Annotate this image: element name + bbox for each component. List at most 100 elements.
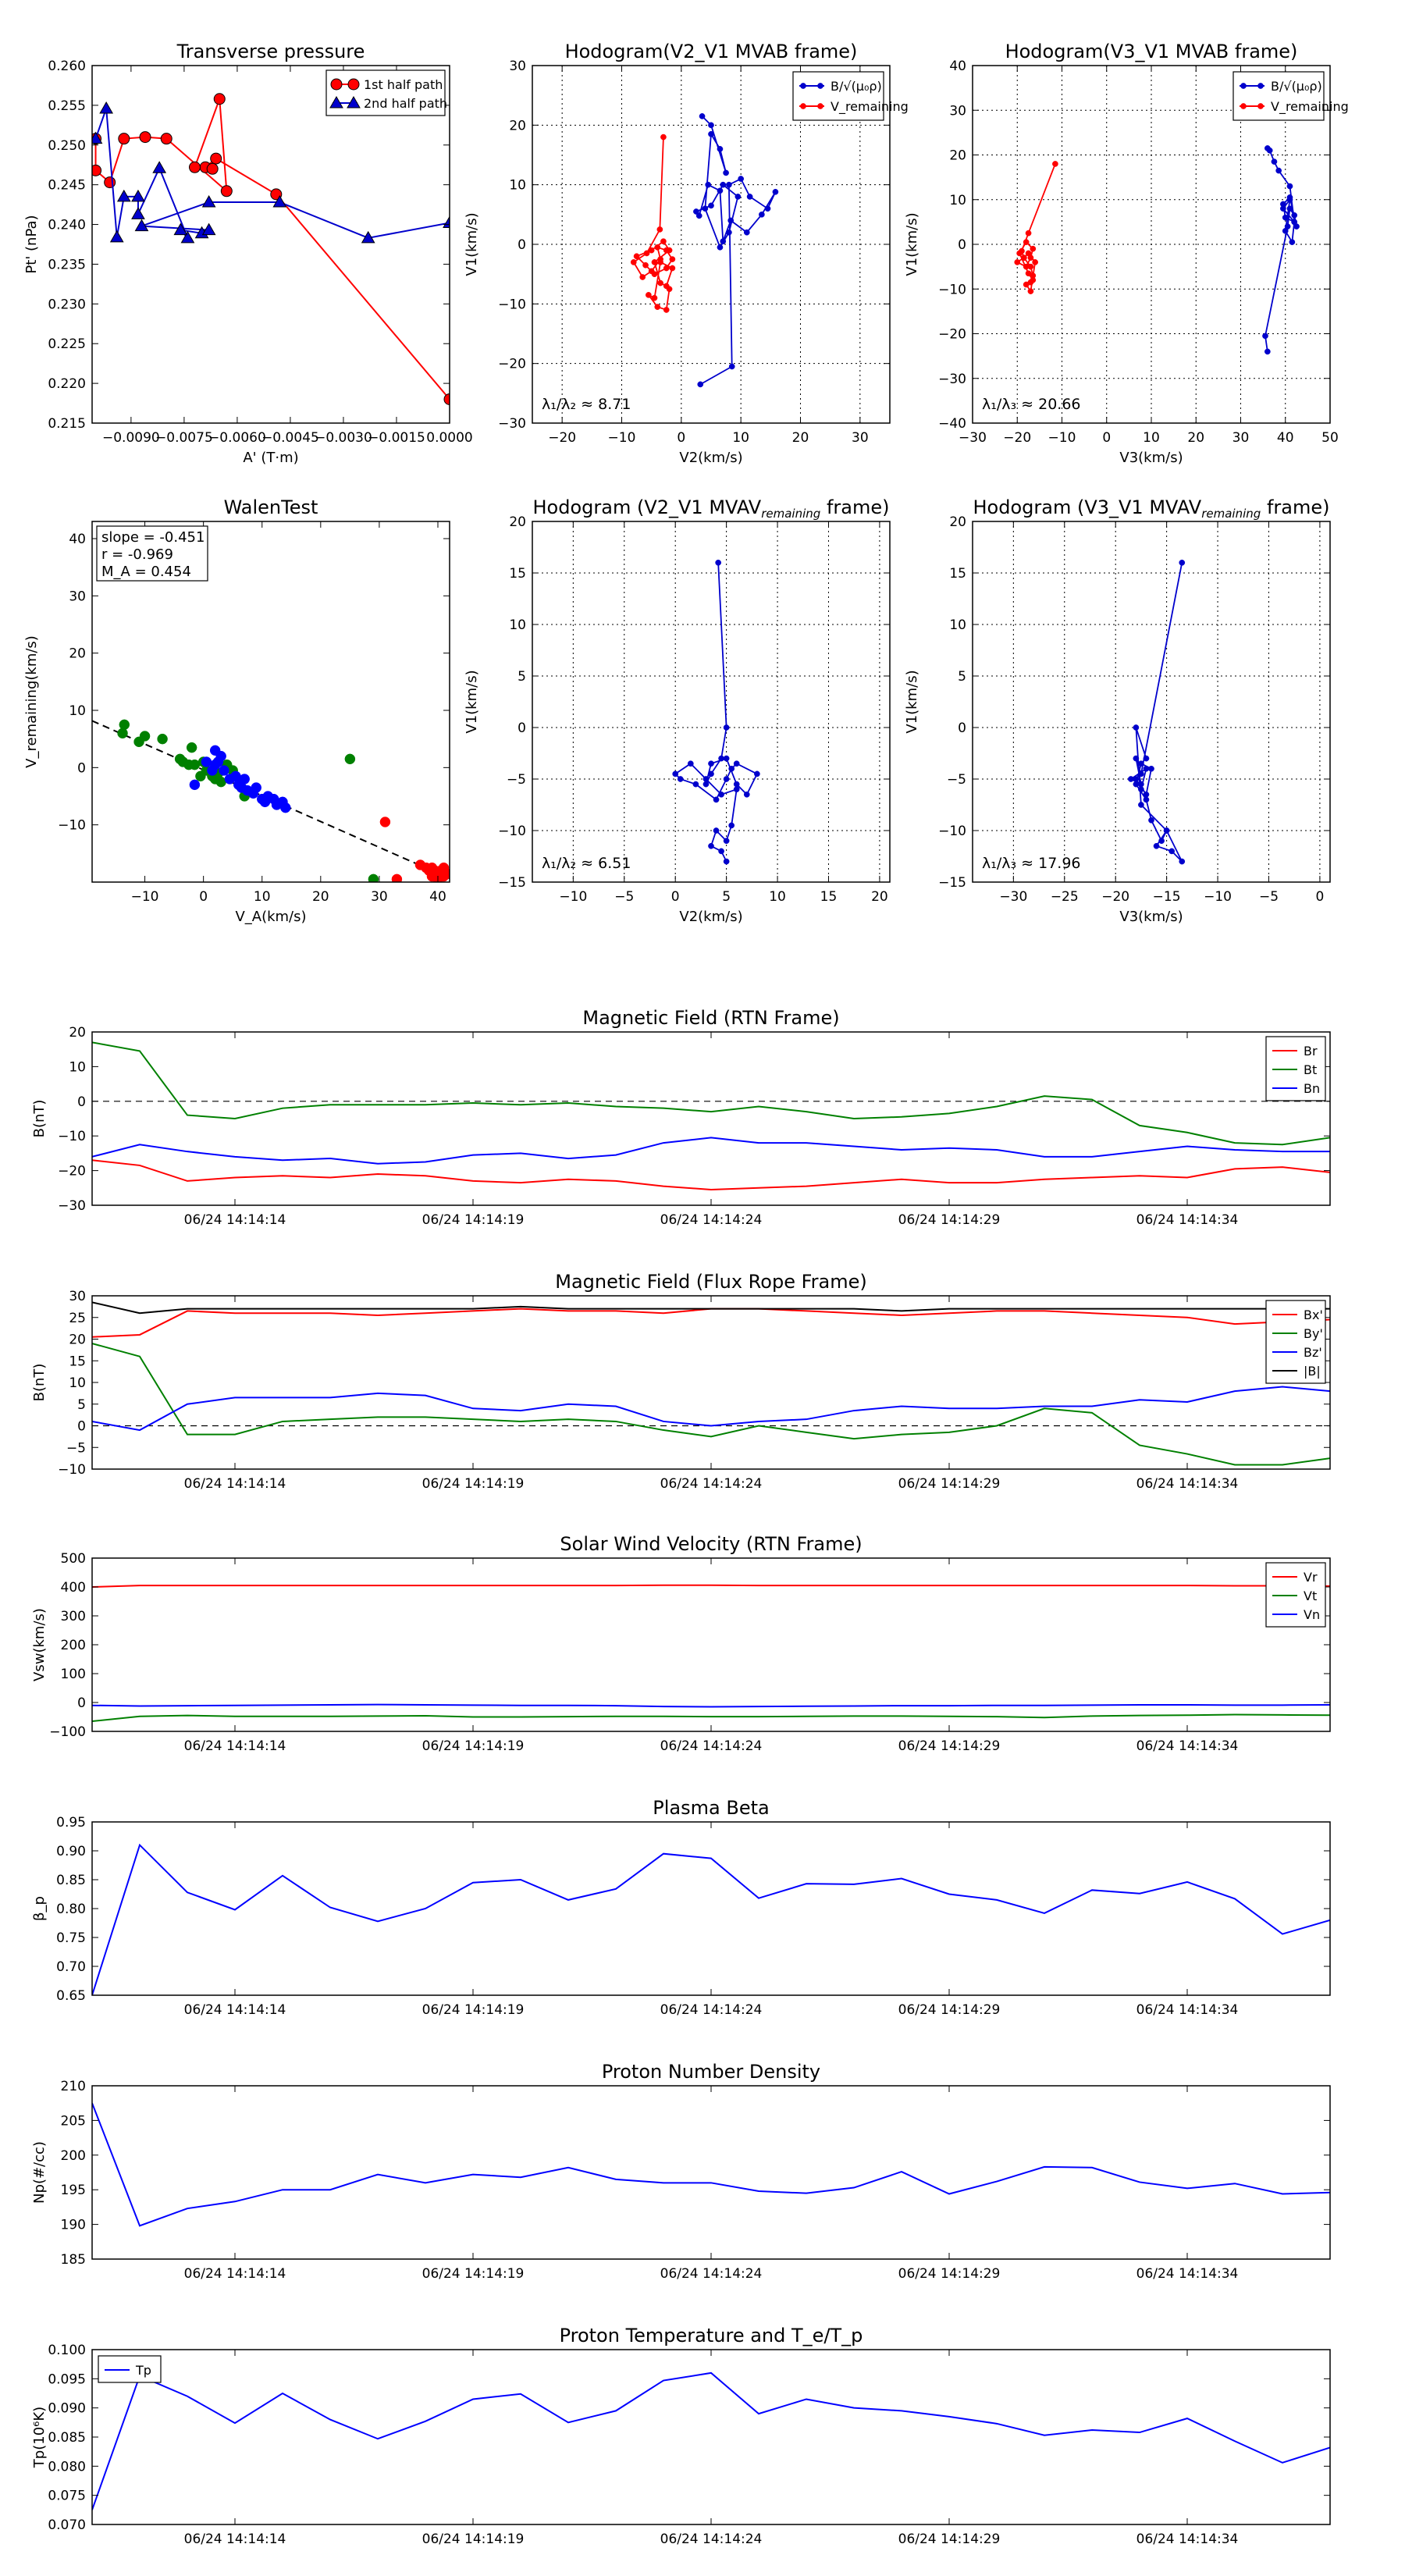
x-tick-label: 30	[852, 430, 869, 446]
y-tick-label: −10	[58, 1462, 86, 1478]
hodogram-v2v1-mvav-series-v-point-16	[672, 770, 679, 777]
y-tick-label: 5	[958, 669, 966, 685]
mag-fr-title: Magnetic Field (Flux Rope Frame)	[555, 1271, 866, 1293]
hodogram-v3v1-mvab-series-b--point-3	[1286, 205, 1293, 212]
y-tick-label: 30	[69, 589, 86, 604]
hodogram-v3v1-mvav-series-v-point-2	[1133, 755, 1140, 762]
x-tick-label: 06/24 14:14:19	[422, 2002, 525, 2018]
hodogram-v3v1-mvav-series-v-point-8	[1143, 791, 1150, 798]
y-tick-label: 500	[61, 1551, 86, 1567]
x-tick-label: 06/24 14:14:24	[660, 1738, 763, 1754]
legend-marker-point-a1	[800, 103, 806, 109]
legend-marker-point-b0	[347, 78, 360, 91]
y-tick-label: −15	[938, 875, 966, 891]
hodogram-v3v1-mvab-series-b--point-13	[1280, 205, 1286, 212]
walen-test-frame	[91, 521, 450, 883]
x-tick-label: −0.0075	[155, 430, 213, 446]
transverse-pressure-series-2nd-half-path-point-3	[116, 189, 131, 202]
hodogram-v2v1-mvab-series-b--point-2	[726, 181, 732, 188]
hodogram-v3v1-mvav-series-v-point-13	[1148, 817, 1154, 824]
y-tick-label: −30	[58, 1198, 86, 1214]
hodogram-v2v1-mvab-series-b--point-9	[727, 217, 735, 224]
hodogram-v3v1-mvab-series-v-remaining-point-13	[1027, 288, 1034, 294]
x-tick-label: −0.0090	[102, 430, 160, 446]
mag-fr-frame	[91, 1295, 1331, 1470]
x-tick-label: 06/24 14:14:29	[898, 2002, 1001, 2018]
hodogram-v2v1-mvab-series-v-remaining-point-18	[657, 279, 663, 286]
y-tick-label: 195	[61, 2183, 86, 2198]
x-tick-label: 15	[820, 889, 838, 905]
hodogram-v3v1-mvab-annotation: λ₁/λ₃ ≈ 20.66	[982, 396, 1081, 413]
hodogram-v2v1-mvab-series-b--point-8	[743, 229, 750, 236]
legend-marker-point-a1	[329, 95, 343, 109]
x-tick-label: 06/24 14:14:29	[898, 1212, 1001, 1228]
legend-label-0: B/√(μ₀ρ)	[1271, 79, 1322, 94]
hodogram-v2v1-mvab-series-v-remaining-point-23	[646, 292, 652, 298]
y-tick-label: 20	[509, 118, 526, 133]
hodogram-v3v1-mvab-series-v-remaining-point-16	[1020, 254, 1027, 262]
x-tick-label: 06/24 14:14:34	[1136, 2002, 1239, 2018]
velocity-rtn-series-vn-line	[92, 1703, 1330, 1708]
hodogram-v3v1-mvab-series-v-remaining-point-7	[1030, 245, 1037, 252]
y-tick-label: 20	[509, 514, 526, 530]
hodogram-v2v1-mvab-series-v-remaining-point-21	[657, 259, 663, 265]
hodogram-v2v1-mvab-series-b--point-10	[720, 238, 727, 245]
hodogram-v2v1-mvab-series-v-remaining-point-17	[651, 259, 658, 265]
hodogram-v2v1-mvab-series-b--point-18	[726, 229, 732, 236]
hodogram-v2v1-mvab-series-b--point-12	[705, 181, 712, 188]
x-tick-label: 40	[429, 889, 446, 905]
y-tick-label: 0.080	[48, 2459, 86, 2475]
x-tick-label: −20	[1101, 889, 1129, 905]
walen-test-series-green-point-8	[186, 742, 197, 753]
y-tick-label: 0	[77, 1695, 86, 1711]
y-tick-label: 0.95	[56, 1815, 86, 1831]
transverse-pressure-series-1st-half-path-point-11	[104, 176, 116, 189]
velocity-rtn-series-vr-line	[92, 1584, 1330, 1588]
hodogram-v3v1-mvab-series-b--point-1	[1262, 333, 1268, 340]
hodogram-v2v1-mvab-series-v-remaining-point-13	[633, 253, 640, 260]
legend-label-0: Bx'	[1304, 1308, 1323, 1322]
proton-temperature-plot-area	[92, 2371, 1330, 2510]
hodogram-v2v1-mvav-frame	[532, 521, 891, 883]
hodogram-v3v1-mvav-title: Hodogram (V3_V1 MVAVremaining frame)	[973, 496, 1330, 521]
hodogram-v2v1-mvav-series-v-point-4	[702, 781, 710, 788]
hodogram-v3v1-mvav-series-v-point-11	[1133, 781, 1140, 788]
x-tick-label: 10	[769, 889, 786, 905]
walen-test-series-blue-point-5	[219, 765, 229, 776]
velocity-rtn-chart: 06/24 14:14:14 06/24 14:14:19 06/24 14:14:…	[31, 1533, 1331, 1754]
x-tick-label: 10	[732, 430, 749, 446]
walen-test-ylabel: V_remaining(km/s)	[23, 635, 40, 768]
hodogram-v3v1-mvav-series-v-point-21	[1133, 724, 1140, 731]
hodogram-v2v1-mvab-legend: B/√(μ₀ρ) V_remaining	[792, 71, 909, 121]
x-tick-label: 0	[199, 889, 208, 905]
x-tick-label: −30	[999, 889, 1027, 905]
legend-marker-point-b0	[817, 83, 823, 89]
x-tick-label: 0.0000	[426, 430, 472, 446]
walen-test-series-red-point-1	[391, 873, 403, 882]
x-tick-label: −0.0060	[208, 430, 266, 446]
hodogram-v3v1-mvav-series-v-point-10	[1138, 760, 1144, 767]
proton-temperature-chart: 06/24 14:14:14 06/24 14:14:19 06/24 14:14:…	[31, 2325, 1331, 2547]
hodogram-v2v1-mvav-series-v-point-25	[718, 848, 724, 855]
hodogram-v3v1-mvav-series-v-point-9	[1148, 765, 1154, 772]
hodogram-v2v1-mvav-series-v-point-21	[728, 822, 735, 829]
transverse-pressure-series-2nd-half-path-point-12	[201, 195, 216, 208]
legend-marker-point-a1	[1240, 103, 1247, 109]
y-tick-label: 10	[949, 617, 966, 633]
x-tick-label: −10	[1048, 430, 1076, 446]
hodogram-v2v1-mvab-series-b--point-23	[723, 169, 729, 176]
hodogram-v3v1-mvab-series-v-remaining-point-15	[1025, 250, 1032, 257]
y-tick-label: 0.90	[56, 1844, 86, 1859]
hodogram-v3v1-mvab-series-v-remaining-line	[1016, 163, 1056, 294]
y-tick-label: 5	[77, 1397, 86, 1413]
y-tick-label: 300	[61, 1609, 86, 1624]
hodogram-v2v1-mvav-series-v-point-15	[677, 776, 684, 782]
hodogram-v2v1-mvab-series-v-remaining-point-3	[630, 259, 637, 265]
y-tick-label: 0	[77, 760, 86, 776]
hodogram-v2v1-mvab-series-b--point-19	[717, 244, 724, 251]
mag-fr-legend: Bx' By' Bz' |B|	[1265, 1300, 1326, 1384]
hodogram-v2v1-mvav-series-v-point-9	[754, 770, 760, 777]
x-tick-label: 06/24 14:14:19	[422, 2266, 525, 2282]
y-tick-label: 20	[69, 646, 86, 662]
hodogram-v3v1-mvab-series-b--point-4	[1291, 212, 1298, 219]
